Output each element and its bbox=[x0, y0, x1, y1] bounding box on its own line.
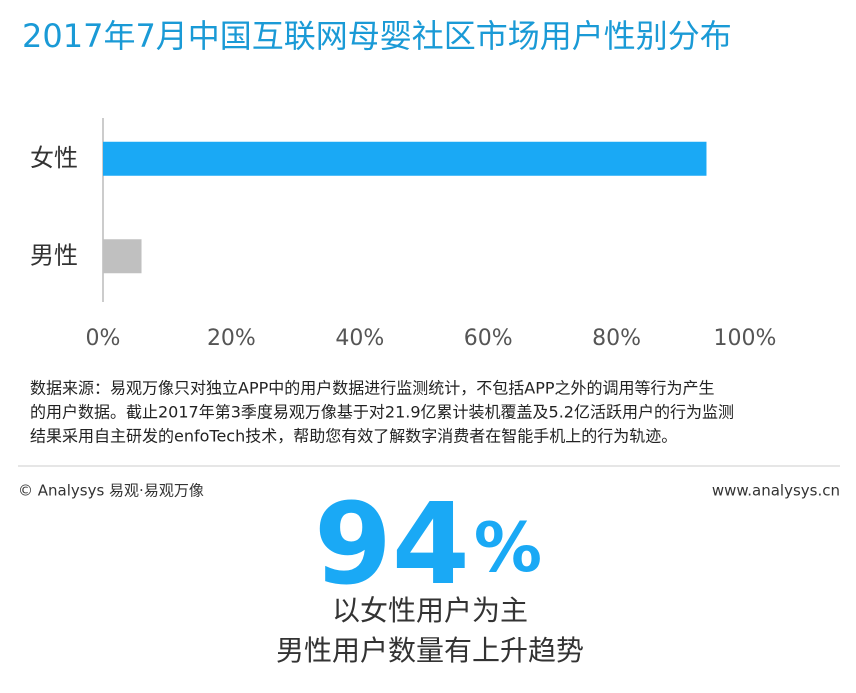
bar bbox=[103, 239, 142, 274]
x-tick-label: 80% bbox=[592, 326, 641, 351]
y-tick-label: 男性 bbox=[30, 241, 78, 269]
x-tick-label: 40% bbox=[335, 326, 384, 351]
highlight-figure: 94% bbox=[314, 480, 542, 610]
website: www.analysys.cn bbox=[712, 482, 840, 500]
y-tick-label: 女性 bbox=[30, 144, 78, 172]
source-note: 的用户数据。截止2017年第3季度易观万像基于对21.9亿累计装机覆盖及5.2亿… bbox=[30, 403, 734, 422]
x-tick-label: 0% bbox=[86, 326, 121, 351]
x-tick-label: 60% bbox=[464, 326, 513, 351]
source-note: 数据来源：易观万像只对独立APP中的用户数据进行监测统计，不包括APP之外的调用… bbox=[30, 379, 715, 398]
highlight-unit: % bbox=[474, 509, 542, 588]
x-tick-label: 100% bbox=[714, 326, 777, 351]
highlight-text: 男性用户数量有上升趋势 bbox=[276, 634, 584, 667]
chart-title: 2017年7月中国互联网母婴社区市场用户性别分布 bbox=[22, 17, 732, 55]
x-tick-label: 20% bbox=[207, 326, 256, 351]
bar bbox=[103, 141, 707, 176]
highlight-text: 以女性用户为主 bbox=[332, 594, 528, 627]
copyright: © Analysys 易观·易观万像 bbox=[18, 482, 204, 500]
source-note: 结果采用自主研发的enfoTech技术，帮助您有效了解数字消费者在智能手机上的行… bbox=[30, 427, 677, 446]
highlight-number: 94 bbox=[314, 480, 470, 610]
